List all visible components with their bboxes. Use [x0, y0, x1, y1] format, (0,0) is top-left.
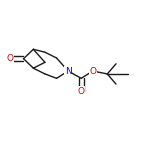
Text: O: O — [78, 87, 85, 96]
Text: N: N — [65, 67, 71, 76]
Text: O: O — [6, 54, 13, 63]
Text: O: O — [89, 67, 96, 76]
